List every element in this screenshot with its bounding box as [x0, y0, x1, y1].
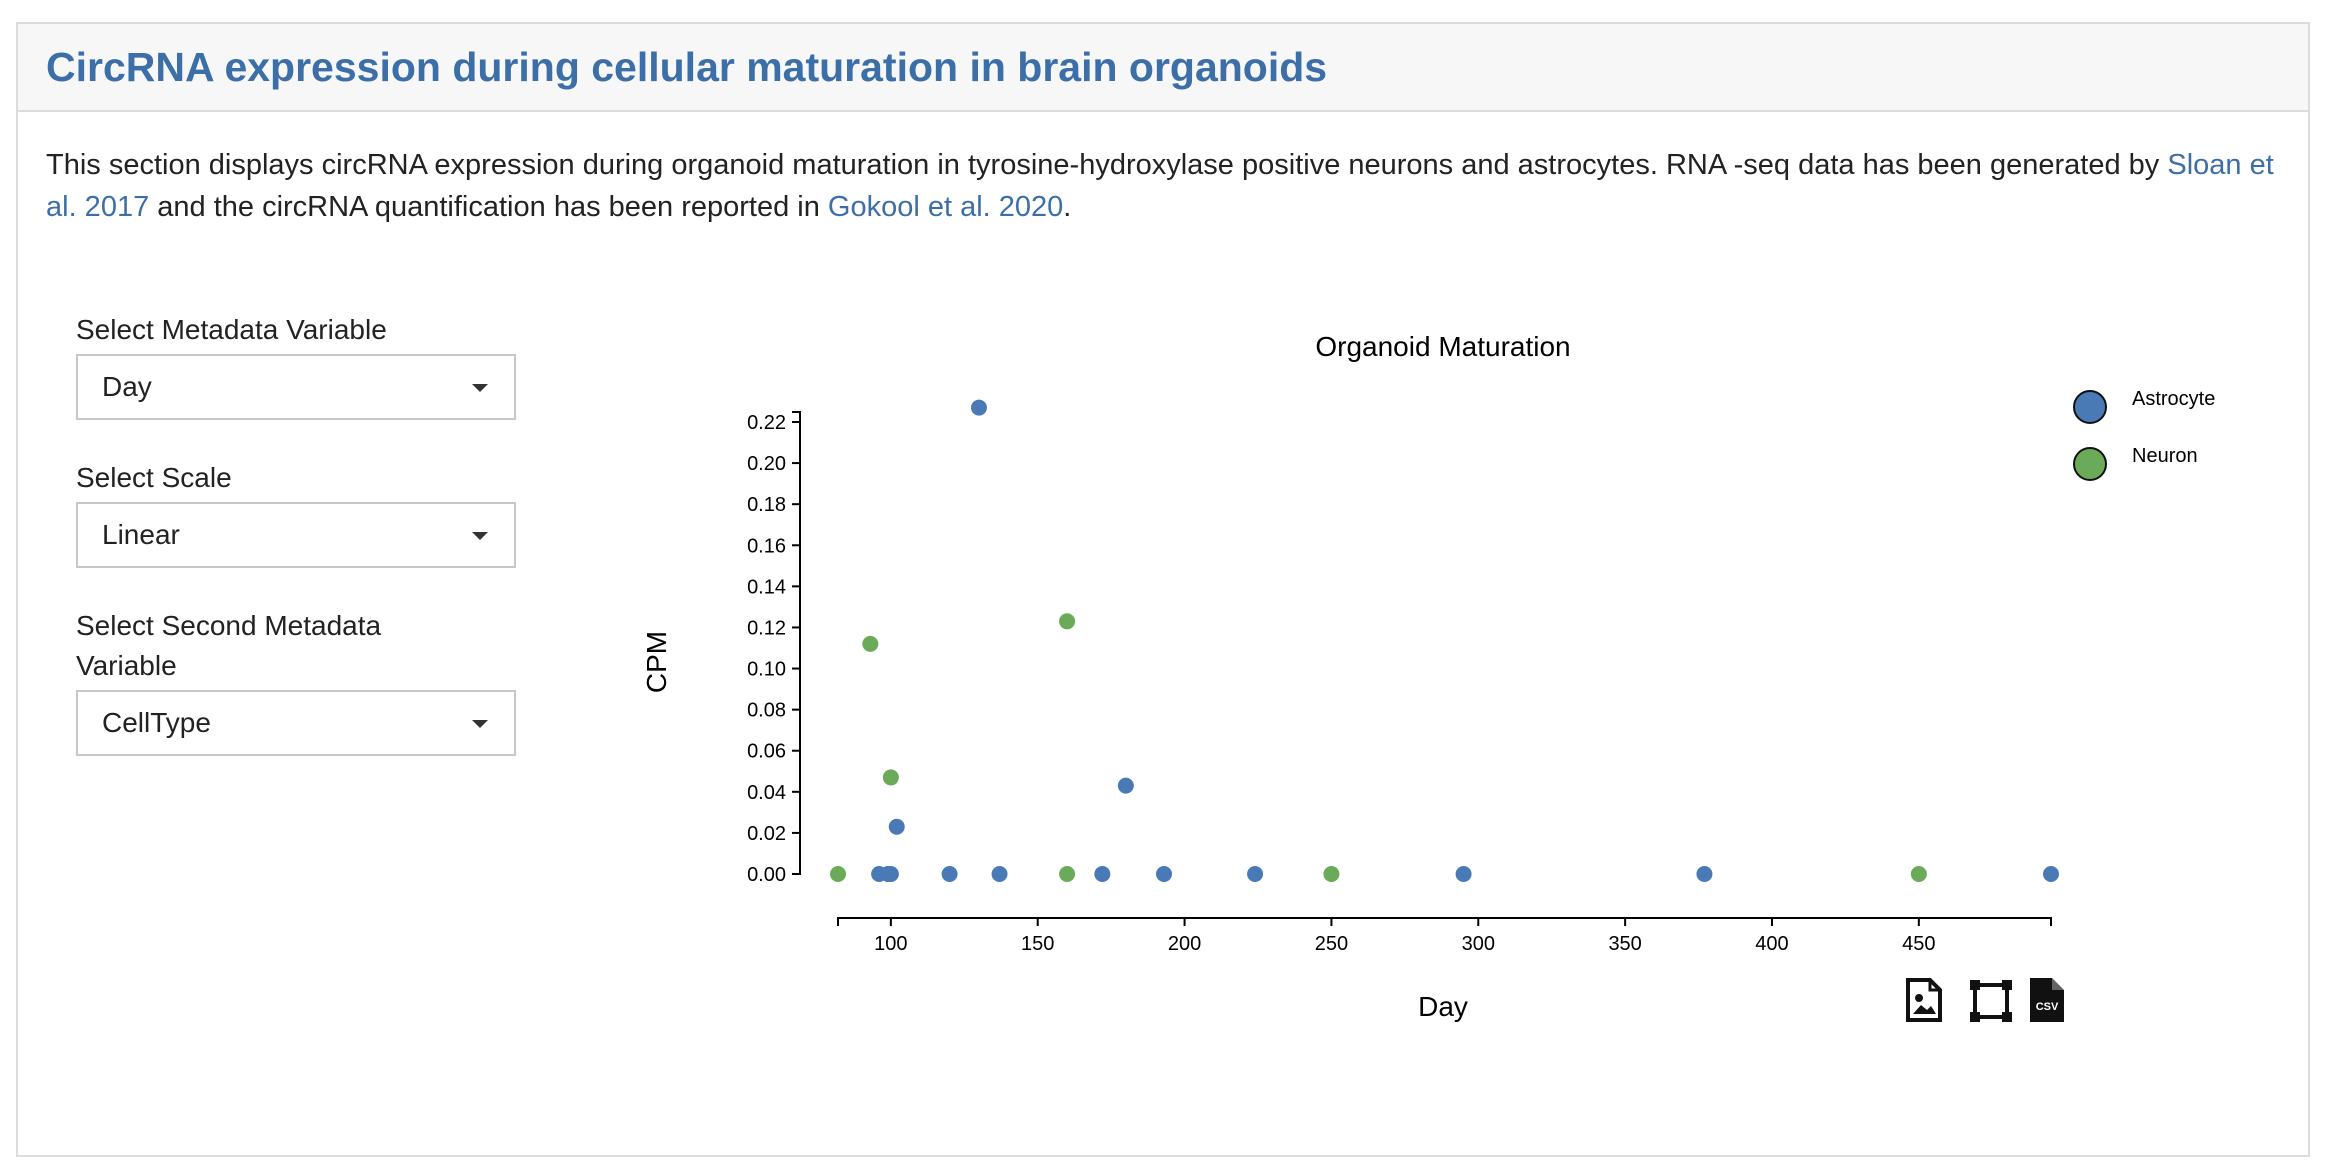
- astrocyte-point: [1247, 866, 1264, 882]
- chart-legend: Astrocyte Neuron: [2073, 388, 2215, 481]
- y-axis: 0.00 0.02 0.04 0.06 0.08 0.10 0.12 0.14 0.16 0.18…: [747, 411, 801, 886]
- chart-title: Organoid Maturation: [1315, 331, 1570, 362]
- astrocyte-point: [991, 866, 1008, 882]
- legend-label: Astrocyte: [2132, 388, 2215, 410]
- astrocyte-point: [970, 399, 987, 416]
- scatter-chart: Organoid Maturation CPM Day 0.00 0.02 0.04…: [641, 331, 2215, 1022]
- x-tick-label: 350: [1608, 933, 1641, 955]
- second-metadata-control: Select Second Metadata Variable CellType: [76, 606, 516, 756]
- data-points: [830, 399, 2059, 882]
- neuron-point: [830, 866, 846, 882]
- chevron-down-icon: [472, 384, 488, 392]
- scale-label: Select Scale: [76, 462, 232, 493]
- astrocyte-point: [2043, 866, 2059, 882]
- intro-text-middle: and the circRNA quantification has been …: [149, 191, 828, 223]
- x-tick-label: 200: [1168, 933, 1201, 955]
- neuron-point: [1323, 866, 1340, 882]
- select-box-icon[interactable]: [1970, 980, 2012, 1027]
- intro-paragraph: This section displays circRNA expression…: [46, 144, 2286, 228]
- scale-select-value: Linear: [102, 519, 180, 550]
- y-tick-label: 0.00: [747, 864, 786, 886]
- x-axis-line: [837, 917, 2052, 926]
- page-title: CircRNA expression during cellular matur…: [46, 44, 1328, 90]
- x-tick-label: 400: [1755, 933, 1788, 955]
- neuron-point: [1059, 866, 1076, 882]
- neuron-point: [1910, 866, 1927, 882]
- csv-icon-text: CSV: [2036, 1001, 2059, 1013]
- metadata-select-value: Day: [102, 371, 152, 402]
- x-tick-label: 450: [1902, 933, 1935, 955]
- neuron-point: [862, 635, 879, 652]
- intro-text-after: .: [1063, 191, 1072, 223]
- astrocyte-point: [1117, 777, 1134, 794]
- astrocyte-point: [1696, 866, 1713, 882]
- x-tick-label: 250: [1315, 933, 1348, 955]
- astrocyte-point: [888, 818, 905, 835]
- metadata-select[interactable]: Day: [76, 354, 516, 420]
- astrocyte-point: [1156, 866, 1173, 882]
- content-panel: CircRNA expression during cellular matur…: [16, 22, 2310, 1157]
- astrocyte-point: [941, 866, 958, 882]
- x-tick-label: 100: [874, 933, 907, 955]
- neuron-point: [882, 769, 899, 786]
- second-metadata-select-value: CellType: [102, 707, 211, 738]
- y-tick-label: 0.20: [747, 453, 786, 475]
- scale-control: Select Scale Linear: [76, 458, 516, 568]
- y-axis-line: [792, 411, 801, 875]
- intro-text-before: This section displays circRNA expression…: [46, 149, 2168, 181]
- astrocyte-point: [882, 866, 899, 882]
- y-tick-label: 0.12: [747, 617, 786, 639]
- second-metadata-label: Select Second Metadata Variable: [76, 610, 382, 681]
- x-axis: 100 150 200 250 300 350 400 450: [837, 917, 2052, 955]
- y-axis-label: CPM: [641, 631, 672, 693]
- metadata-label: Select Metadata Variable: [76, 314, 387, 345]
- legend-marker: [2073, 390, 2107, 424]
- x-tick-label: 300: [1462, 933, 1495, 955]
- chevron-down-icon: [472, 720, 488, 728]
- neuron-point: [1059, 613, 1076, 630]
- legend-marker: [2073, 447, 2107, 481]
- y-tick-label: 0.16: [747, 535, 786, 557]
- y-tick-label: 0.10: [747, 659, 786, 681]
- gokool-link[interactable]: Gokool et al. 2020: [827, 191, 1064, 223]
- csv-download-icon[interactable]: CSV: [2030, 978, 2064, 1027]
- legend-label: Neuron: [2132, 445, 2198, 467]
- second-metadata-select[interactable]: CellType: [76, 690, 516, 756]
- panel-header: CircRNA expression during cellular matur…: [18, 24, 2308, 112]
- chevron-down-icon: [472, 532, 488, 540]
- y-tick-label: 0.04: [747, 782, 786, 804]
- y-tick-label: 0.02: [747, 823, 786, 845]
- y-tick-label: 0.08: [747, 700, 786, 722]
- scale-select[interactable]: Linear: [76, 502, 516, 568]
- y-tick-label: 0.18: [747, 494, 786, 516]
- y-tick-label: 0.06: [747, 741, 786, 763]
- metadata-control: Select Metadata Variable Day: [76, 310, 516, 420]
- x-tick-label: 150: [1021, 933, 1054, 955]
- astrocyte-point: [1455, 866, 1472, 882]
- sloan-link[interactable]: Sloan et al. 2017: [46, 149, 2274, 223]
- download-image-icon[interactable]: [1906, 978, 1942, 1027]
- y-tick-label: 0.22: [747, 412, 786, 434]
- y-tick-label: 0.14: [747, 576, 786, 598]
- astrocyte-point: [1094, 866, 1111, 882]
- x-axis-label: Day: [1418, 991, 1468, 1022]
